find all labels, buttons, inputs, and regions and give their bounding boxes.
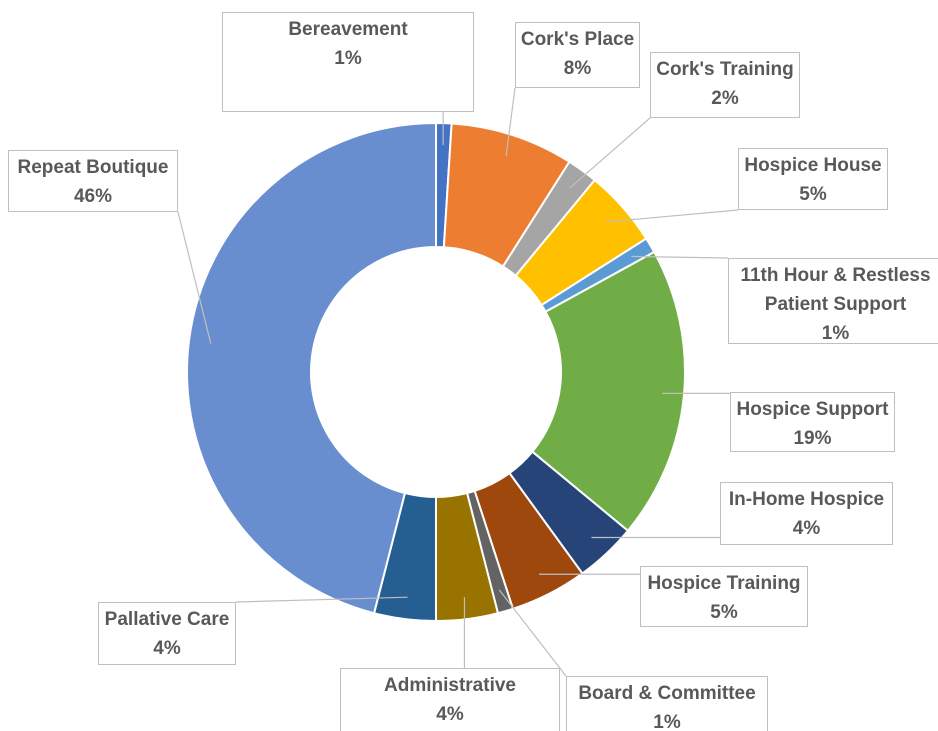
callout: Hospice House 5%: [738, 148, 888, 210]
category-label: Administrative: [384, 675, 516, 696]
value-label: 1%: [653, 712, 681, 731]
value-label: 4%: [436, 704, 464, 725]
leader-line: [177, 211, 212, 344]
callout: Cork's Training 2%: [650, 52, 800, 118]
callout: 11th Hour & Restless Patient Support 1%: [728, 258, 938, 344]
leader-line: [235, 596, 408, 603]
callout: Bereavement 1%: [222, 12, 474, 112]
category-label: 11th Hour & Restless Patient Support: [740, 265, 931, 315]
callout: In-Home Hospice 4%: [720, 482, 893, 545]
leader-line: [498, 589, 567, 677]
value-label: 19%: [793, 428, 832, 449]
category-label: Pallative Care: [104, 609, 230, 630]
callout: Hospice Support 19%: [730, 392, 895, 452]
slice: [186, 121, 437, 615]
category-label: Hospice Support: [736, 399, 889, 420]
value-label: 46%: [73, 186, 113, 207]
value-label: 1%: [334, 48, 362, 69]
value-label: 5%: [799, 184, 827, 205]
callout: Board & Committee 1%: [566, 676, 768, 731]
leader-line: [569, 117, 651, 189]
callout: Hospice Training 5%: [640, 566, 808, 627]
category-label: In-Home Hospice: [728, 489, 885, 510]
leader-line: [631, 255, 729, 259]
callout: Pallative Care 4%: [98, 602, 236, 665]
category-label: Cork's Place: [520, 29, 635, 50]
category-label: Repeat Boutique: [17, 157, 169, 178]
value-label: 4%: [153, 638, 181, 659]
value-label: 2%: [711, 88, 739, 109]
leader-line: [606, 209, 739, 223]
category-label: Cork's Training: [656, 59, 794, 80]
callout: Cork's Place 8%: [515, 22, 640, 88]
value-label: 1%: [821, 323, 850, 344]
category-label: Hospice Training: [647, 573, 801, 594]
category-label: Board & Committee: [578, 683, 756, 704]
value-label: 5%: [710, 602, 738, 623]
category-label: Hospice House: [744, 155, 882, 176]
value-label: 8%: [563, 58, 592, 79]
value-label: 4%: [792, 518, 821, 539]
category-label: Bereavement: [288, 19, 408, 40]
callout: Repeat Boutique 46%: [8, 150, 178, 212]
leader-line: [505, 87, 516, 157]
slice: [530, 250, 686, 533]
callout: Administrative 4%: [340, 668, 560, 731]
